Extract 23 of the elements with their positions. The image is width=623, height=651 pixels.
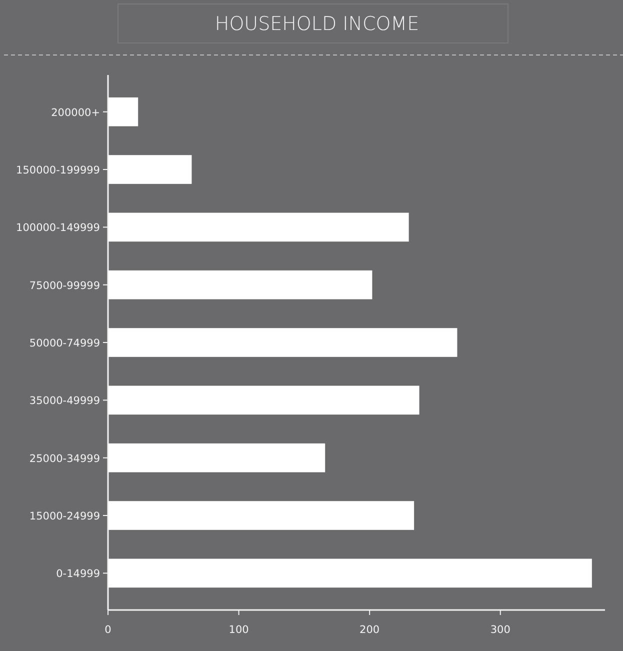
bar — [108, 386, 420, 415]
bar — [108, 155, 192, 184]
y-tick-label: 0-14999 — [56, 568, 100, 580]
bar — [108, 443, 326, 472]
bar — [108, 328, 458, 357]
x-tick-label: 0 — [104, 624, 112, 636]
y-tick-label: 150000-199999 — [16, 164, 100, 176]
y-tick-label: 100000-149999 — [16, 222, 100, 234]
y-tick-label: 75000-99999 — [29, 280, 100, 292]
y-tick-label: 200000+ — [51, 106, 100, 119]
bar — [108, 212, 409, 242]
chart-title: HOUSEHOLD INCOME — [214, 13, 420, 35]
bar — [108, 97, 138, 126]
bar — [108, 558, 592, 588]
x-tick-label: 100 — [228, 624, 249, 636]
bar — [108, 501, 414, 530]
y-tick-label: 25000-34999 — [29, 452, 100, 465]
x-tick-label: 200 — [360, 624, 380, 636]
bar — [108, 270, 372, 300]
y-tick-label: 35000-49999 — [29, 395, 100, 408]
x-tick-label: 300 — [490, 624, 510, 636]
y-tick-label: 15000-24999 — [29, 510, 100, 522]
y-tick-label: 50000-74999 — [29, 338, 100, 350]
